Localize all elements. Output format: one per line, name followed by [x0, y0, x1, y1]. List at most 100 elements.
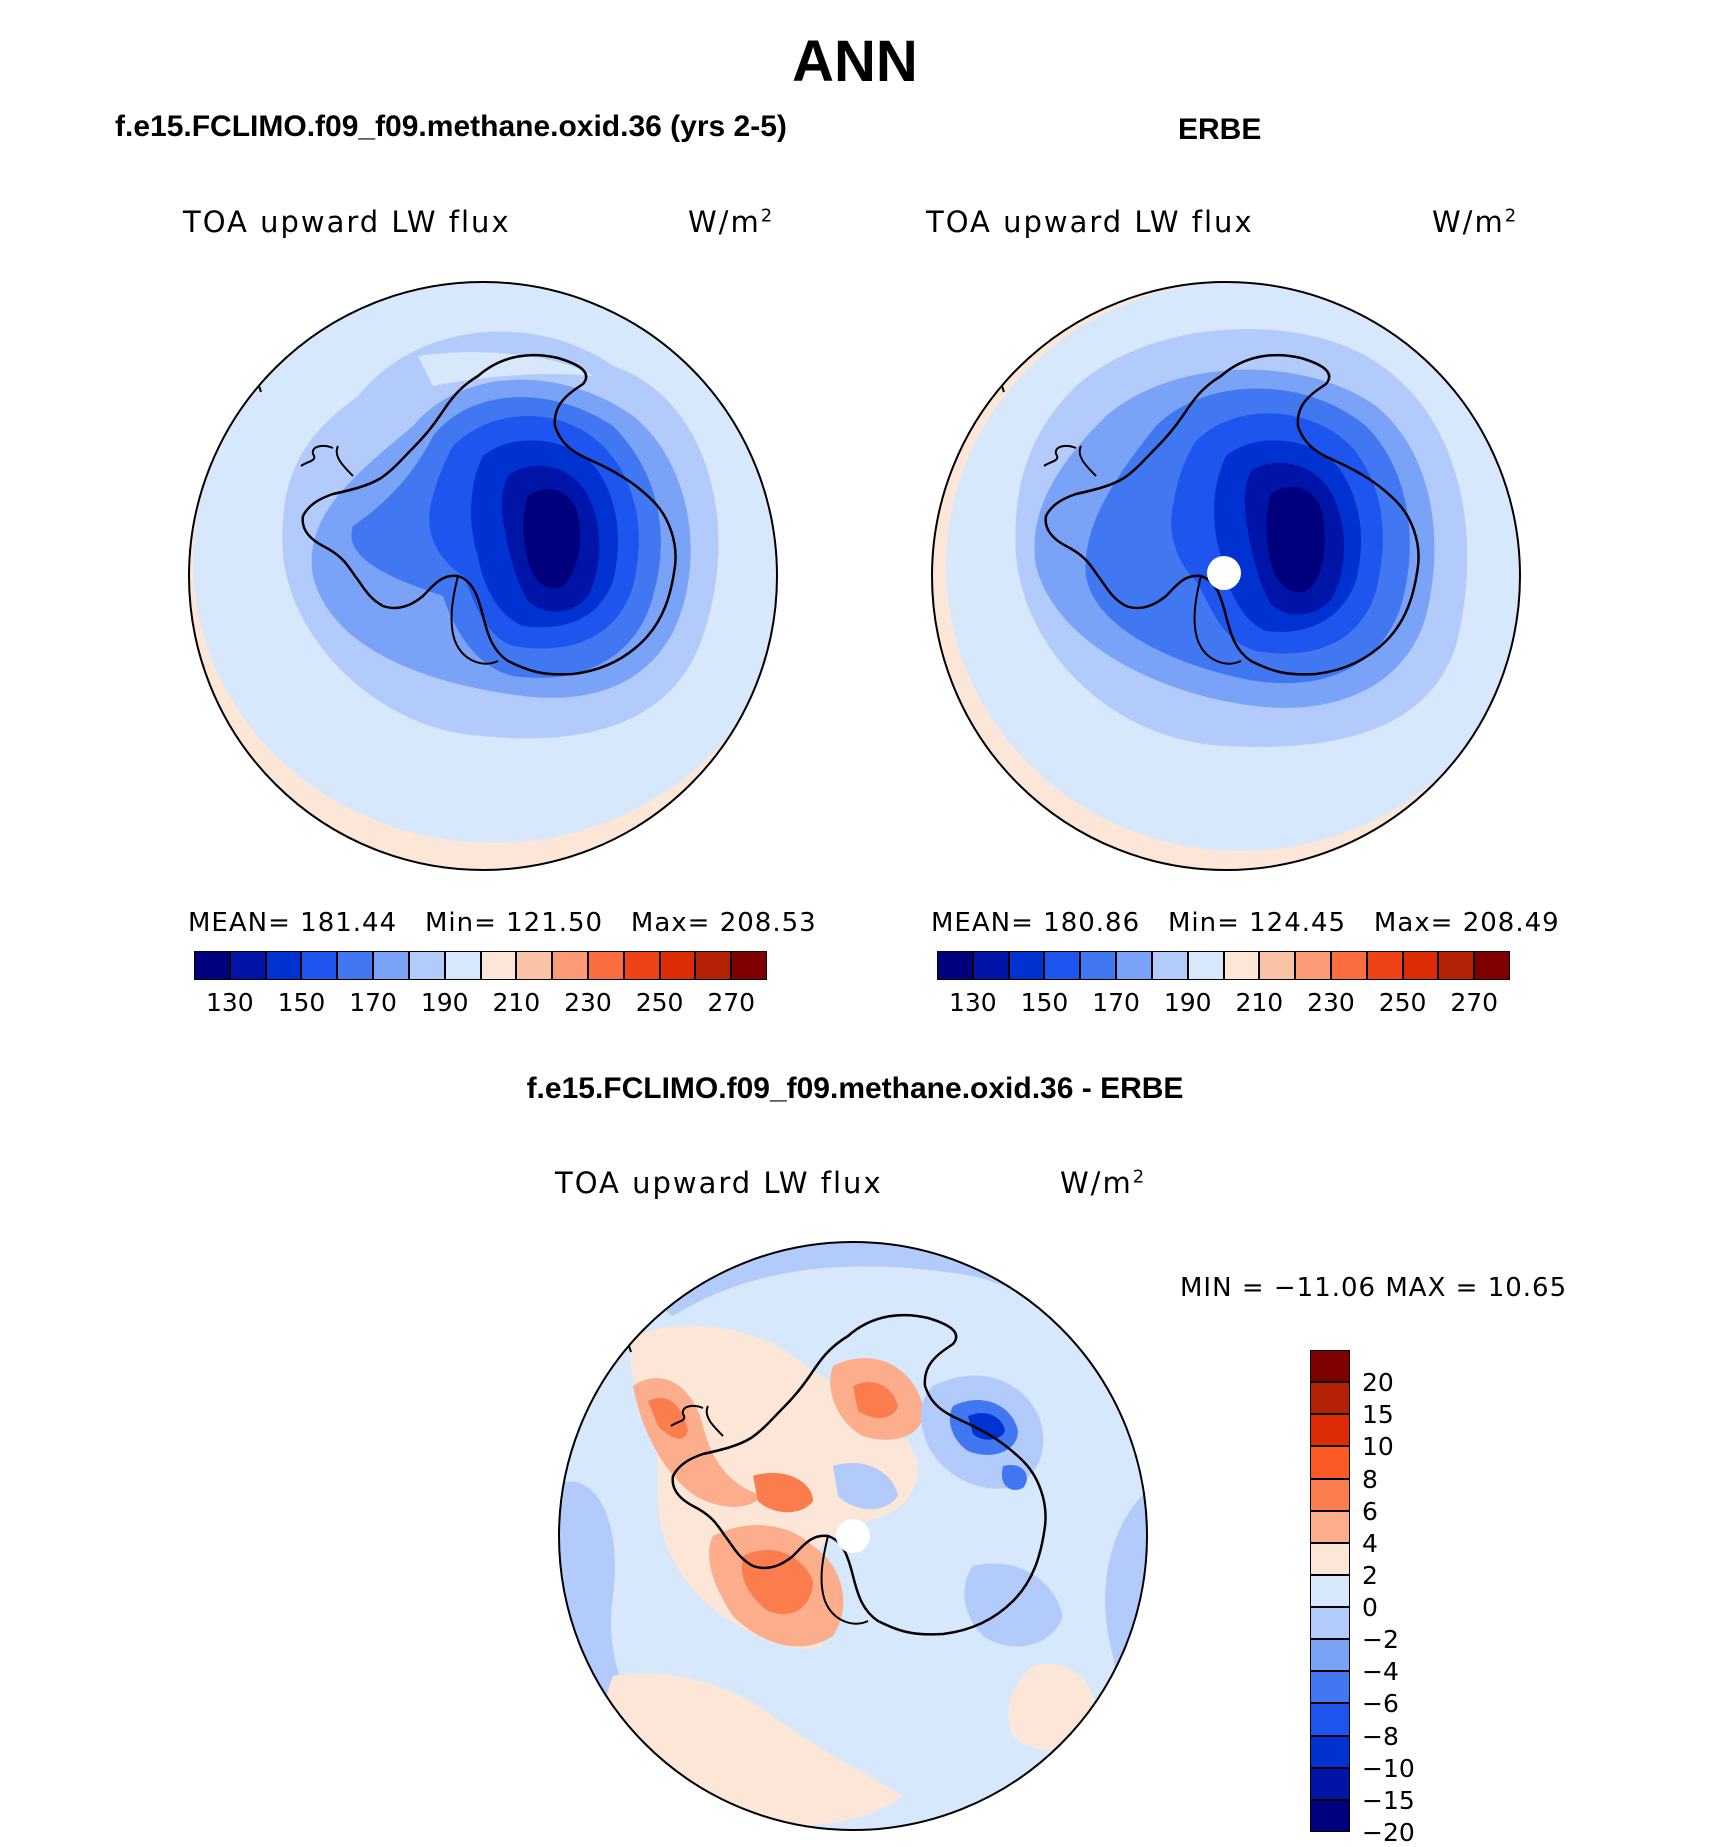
model-colorbar-box: [480, 951, 517, 980]
obs-colorbar-tick-label: 210: [1235, 988, 1284, 1017]
diff-colorbar-box: [1310, 1382, 1350, 1415]
obs-max-label: Max=: [1373, 908, 1454, 938]
obs-polar-map: [931, 281, 1521, 871]
diff-colorbar-box: [1310, 1607, 1350, 1640]
diff-minmax: MIN = −11.06 MAX = 10.65: [1180, 1273, 1568, 1303]
obs-max-value: 208.49: [1462, 908, 1560, 938]
model-colorbar-tick-label: 210: [492, 988, 541, 1017]
model-max-value: 208.53: [719, 908, 817, 938]
obs-mean-value: 180.86: [1043, 908, 1141, 938]
obs-colorbar-tick-label: 250: [1378, 988, 1427, 1017]
diff-units-superscript: 2: [1132, 1166, 1147, 1188]
model-colorbar-box: [731, 951, 767, 980]
diff-variable-label: TOA upward LW flux: [555, 1166, 883, 1200]
model-colorbar-tick-label: 150: [277, 988, 326, 1017]
obs-colorbar-box: [1080, 951, 1117, 980]
obs-colorbar-ticks: 130 150 170 190 210 230 250 270: [937, 988, 1510, 1018]
model-colorbar-tick-label: 230: [564, 988, 612, 1017]
model-max-label: Max=: [630, 908, 711, 938]
model-mean-label: MEAN=: [188, 908, 291, 938]
model-colorbar-box: [516, 951, 553, 980]
obs-colorbar-box: [1044, 951, 1081, 980]
obs-colorbar-box: [1116, 951, 1152, 980]
model-colorbar-ticks: 130 150 170 190 210 230 250 270: [194, 988, 767, 1018]
diff-colorbar-box: [1310, 1510, 1350, 1543]
obs-colorbar-box: [1438, 951, 1475, 980]
model-units-label: W/m2: [688, 205, 774, 239]
model-colorbar: [194, 951, 767, 980]
diff-colorbar-tick-label: 2: [1362, 1560, 1378, 1590]
diff-colorbar-tick-label: 20: [1362, 1368, 1394, 1398]
obs-min-label: Min=: [1167, 908, 1240, 938]
obs-colorbar-box: [1008, 951, 1045, 980]
diff-colorbar-tick-label: −10: [1362, 1753, 1415, 1783]
obs-units-label: W/m2: [1432, 205, 1518, 239]
diff-colorbar-tick-label: −15: [1362, 1785, 1415, 1815]
diff-polar-map: [558, 1241, 1148, 1831]
diff-colorbar-box: [1310, 1735, 1350, 1768]
diff-colorbar-box: [1310, 1542, 1350, 1575]
obs-colorbar-box: [1330, 951, 1367, 980]
model-mean-value: 181.44: [300, 908, 398, 938]
obs-mean-label: MEAN=: [931, 908, 1034, 938]
model-min-value: 121.50: [506, 908, 604, 938]
model-colorbar-box: [301, 951, 338, 980]
model-colorbar-tick-label: 270: [707, 988, 756, 1017]
obs-min-value: 124.45: [1249, 908, 1347, 938]
diff-colorbar-box: [1310, 1446, 1350, 1479]
obs-colorbar: [937, 951, 1510, 980]
model-colorbar-box: [695, 951, 732, 980]
model-colorbar-tick-label: 190: [420, 988, 469, 1017]
model-colorbar-box: [659, 951, 696, 980]
obs-colorbar-box: [1259, 951, 1296, 980]
model-colorbar-box: [229, 951, 266, 980]
model-units-superscript: 2: [760, 205, 775, 227]
obs-colorbar-box: [937, 951, 973, 980]
model-colorbar-box: [194, 951, 230, 980]
obs-variable-label: TOA upward LW flux: [926, 205, 1254, 239]
model-colorbar-tick-label: 250: [635, 988, 684, 1017]
model-colorbar-box: [587, 951, 624, 980]
diff-colorbar-tick-label: 4: [1362, 1528, 1378, 1558]
model-min-label: Min=: [424, 908, 497, 938]
obs-colorbar-tick-label: 170: [1092, 988, 1140, 1017]
model-colorbar-box: [337, 951, 374, 980]
diff-colorbar-box: [1310, 1671, 1350, 1704]
model-variable-label: TOA upward LW flux: [183, 205, 511, 239]
diff-colorbar-box: [1310, 1767, 1350, 1800]
obs-colorbar-box: [972, 951, 1009, 980]
diff-colorbar-tick-label: 10: [1362, 1432, 1394, 1462]
model-colorbar-box: [552, 951, 588, 980]
diff-colorbar-tick-label: 0: [1362, 1593, 1378, 1623]
diff-units-label: W/m2: [1060, 1166, 1146, 1200]
model-colorbar-box: [623, 951, 660, 980]
diff-colorbar-box: [1310, 1703, 1350, 1736]
model-colorbar-box: [265, 951, 302, 980]
season-title: ANN: [792, 29, 918, 94]
obs-colorbar-tick-label: 150: [1020, 988, 1069, 1017]
obs-colorbar-box: [1474, 951, 1510, 980]
diff-colorbar-box: [1310, 1639, 1350, 1672]
diff-colorbar-tick-label: −6: [1362, 1689, 1399, 1719]
model-colorbar-tick-label: 130: [205, 988, 254, 1017]
obs-colorbar-box: [1402, 951, 1439, 980]
diff-colorbar-box: [1310, 1574, 1350, 1608]
obs-colorbar-box: [1151, 951, 1188, 980]
obs-colorbar-box: [1295, 951, 1331, 980]
diff-colorbar-box: [1310, 1414, 1350, 1447]
diff-colorbar-box: [1310, 1350, 1350, 1383]
diff-colorbar-tick-label: −4: [1362, 1657, 1399, 1687]
obs-colorbar-box: [1223, 951, 1260, 980]
diff-colorbar-tick-label: −8: [1362, 1721, 1399, 1751]
diff-colorbar-tick-label: −20: [1362, 1818, 1415, 1847]
diff-colorbar-box: [1310, 1799, 1350, 1832]
diff-units-text: W/m: [1060, 1166, 1133, 1200]
diff-case-title: f.e15.FCLIMO.f09_f09.methane.oxid.36 - E…: [526, 1072, 1184, 1105]
model-colorbar-box: [408, 951, 445, 980]
model-colorbar-box: [444, 951, 481, 980]
diff-colorbar: [1310, 1350, 1350, 1832]
diff-colorbar-tick-label: −2: [1362, 1625, 1399, 1655]
obs-colorbar-tick-label: 230: [1307, 988, 1355, 1017]
model-stats: MEAN= 181.44 Min= 121.50 Max= 208.53: [188, 908, 817, 938]
model-units-text: W/m: [688, 205, 761, 239]
